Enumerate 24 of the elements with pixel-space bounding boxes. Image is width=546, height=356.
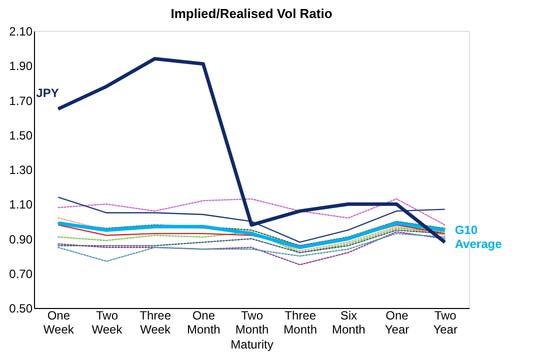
y-tick-label: 0.50 [9,302,33,316]
x-axis-title: Maturity [230,338,274,352]
chart-title: Implied/Realised Vol Ratio [170,6,332,21]
y-tick-label: 2.10 [9,24,33,38]
x-tick-label: Three Month [284,308,318,336]
x-tick-label: One Year [384,308,410,336]
x-tick-label: One Month [186,308,220,336]
x-tick-label: One Week [43,308,75,336]
line-series [58,196,446,243]
y-tick-label: 0.90 [9,232,33,246]
y-tick-label: 0.70 [9,266,33,281]
x-tick-label: Six Month [332,308,366,336]
series-label: G10 Average [454,223,502,252]
y-tick-label: 1.90 [9,59,33,74]
y-tick-label: 1.10 [9,198,33,212]
line-series [58,198,446,226]
x-tick-label: Two Year [433,308,458,336]
series-label: JPY [36,86,59,100]
y-tick-label: 1.30 [9,163,33,177]
y-tick-label: 1.50 [9,128,33,142]
x-tick-label: Two Month [235,308,269,336]
x-tick-label: Three Week [140,308,172,336]
y-tick-label: 1.70 [9,94,33,108]
x-tick-label: Two Week [92,308,124,336]
